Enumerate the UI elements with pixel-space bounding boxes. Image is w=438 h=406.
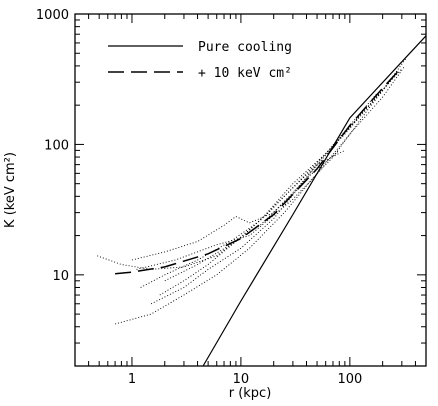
y-tick-label: 1000 — [36, 8, 69, 23]
series-line-plus-10 — [115, 66, 403, 275]
y-axis-label: K (keV cm²) — [3, 152, 18, 228]
series-line-pure-cooling — [202, 35, 427, 367]
axis-ticks — [74, 13, 427, 367]
legend-label-plus-10: + 10 keV cm² — [198, 66, 292, 81]
tick-labels: 1 10 100 10 100 1000 — [36, 8, 362, 387]
series-layer — [97, 35, 427, 367]
y-tick-label: 100 — [44, 138, 69, 153]
series-line-dotted-7 — [164, 92, 379, 282]
x-tick-label: 1 — [128, 372, 136, 387]
series-line-dotted-6 — [150, 68, 403, 305]
x-axis-label: r (kpc) — [229, 386, 272, 401]
series-line-dotted-3 — [114, 65, 406, 325]
series-line-dotted-2 — [97, 149, 346, 270]
series-line-dotted-5 — [131, 150, 340, 261]
x-tick-label: 100 — [337, 372, 362, 387]
series-line-dotted-8 — [136, 70, 399, 270]
y-tick-label: 10 — [52, 269, 69, 284]
legend: Pure cooling + 10 keV cm² — [108, 40, 292, 81]
series-line-dotted-9 — [159, 57, 407, 296]
x-tick-label: 10 — [233, 372, 250, 387]
series-line-dotted-4 — [140, 117, 359, 288]
legend-label-pure-cooling: Pure cooling — [198, 40, 292, 55]
plot-frame — [74, 13, 427, 367]
